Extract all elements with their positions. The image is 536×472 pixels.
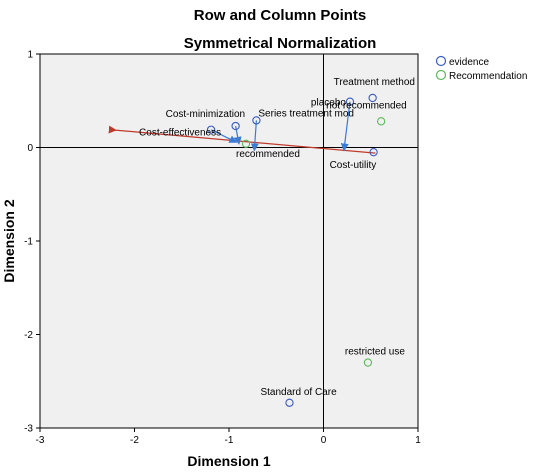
y-tick-label: -1 [24, 237, 33, 248]
plot-area [39, 53, 419, 429]
data-point-label: placebo [311, 98, 346, 109]
chart-title: Row and Column Points [194, 7, 367, 24]
data-point [376, 117, 386, 126]
legend-evidence-label: evidence [449, 57, 489, 68]
x-axis-title: Dimension 1 [187, 453, 270, 469]
x-tick-label: -2 [130, 435, 139, 446]
data-point-label: restricted use [345, 347, 405, 358]
chart-subtitle: Symmetrical Normalization [184, 35, 377, 52]
legend-recommendation-label: Recommendation [449, 71, 527, 82]
data-point [285, 398, 294, 407]
axis-ticks: -3 -2 -1 0 1 1 0 -1 -2 -3 [24, 50, 421, 447]
x-tick-label: -1 [225, 435, 234, 446]
x-tick-label: 1 [415, 435, 421, 446]
y-tick-label: -2 [24, 330, 33, 341]
x-tick-label: 0 [321, 435, 327, 446]
data-point-label: Treatment method [334, 77, 415, 88]
legend-recommendation-marker [435, 69, 447, 81]
data-point [231, 121, 240, 131]
data-point-label: Series treatment mod [258, 108, 354, 119]
data-point [368, 93, 377, 103]
data-point [363, 358, 373, 367]
blue-vector-arrow [340, 101, 351, 152]
reference-lines [40, 54, 418, 428]
blue-vector-arrow [210, 129, 238, 143]
data-point [206, 125, 216, 134]
data-point-label: not recommended [326, 100, 407, 111]
data-points [206, 93, 386, 407]
data-point-label: Cost-minimization [166, 109, 245, 120]
blue-vector-arrow [250, 120, 259, 152]
point-labels: Treatment method placebo Cost-minimization… [139, 77, 415, 398]
data-point [369, 148, 378, 157]
data-point [241, 139, 251, 148]
y-tick-label: 0 [27, 143, 33, 154]
legend: evidence Recommendation [435, 55, 527, 82]
data-point [252, 116, 261, 125]
data-point-label: recommended [236, 149, 300, 160]
x-tick-label: -3 [36, 435, 45, 446]
y-axis-title: Dimension 2 [1, 199, 17, 282]
y-tick-label: -3 [24, 424, 33, 435]
data-point-label: Cost-utility [330, 160, 377, 171]
data-point-label: Standard of Care [260, 387, 337, 398]
y-tick-label: 1 [27, 50, 33, 61]
data-point-label: Cost-effectiveness [139, 128, 221, 139]
legend-evidence-marker [435, 55, 447, 67]
blue-vector-arrow [233, 125, 242, 145]
data-point [345, 97, 355, 106]
